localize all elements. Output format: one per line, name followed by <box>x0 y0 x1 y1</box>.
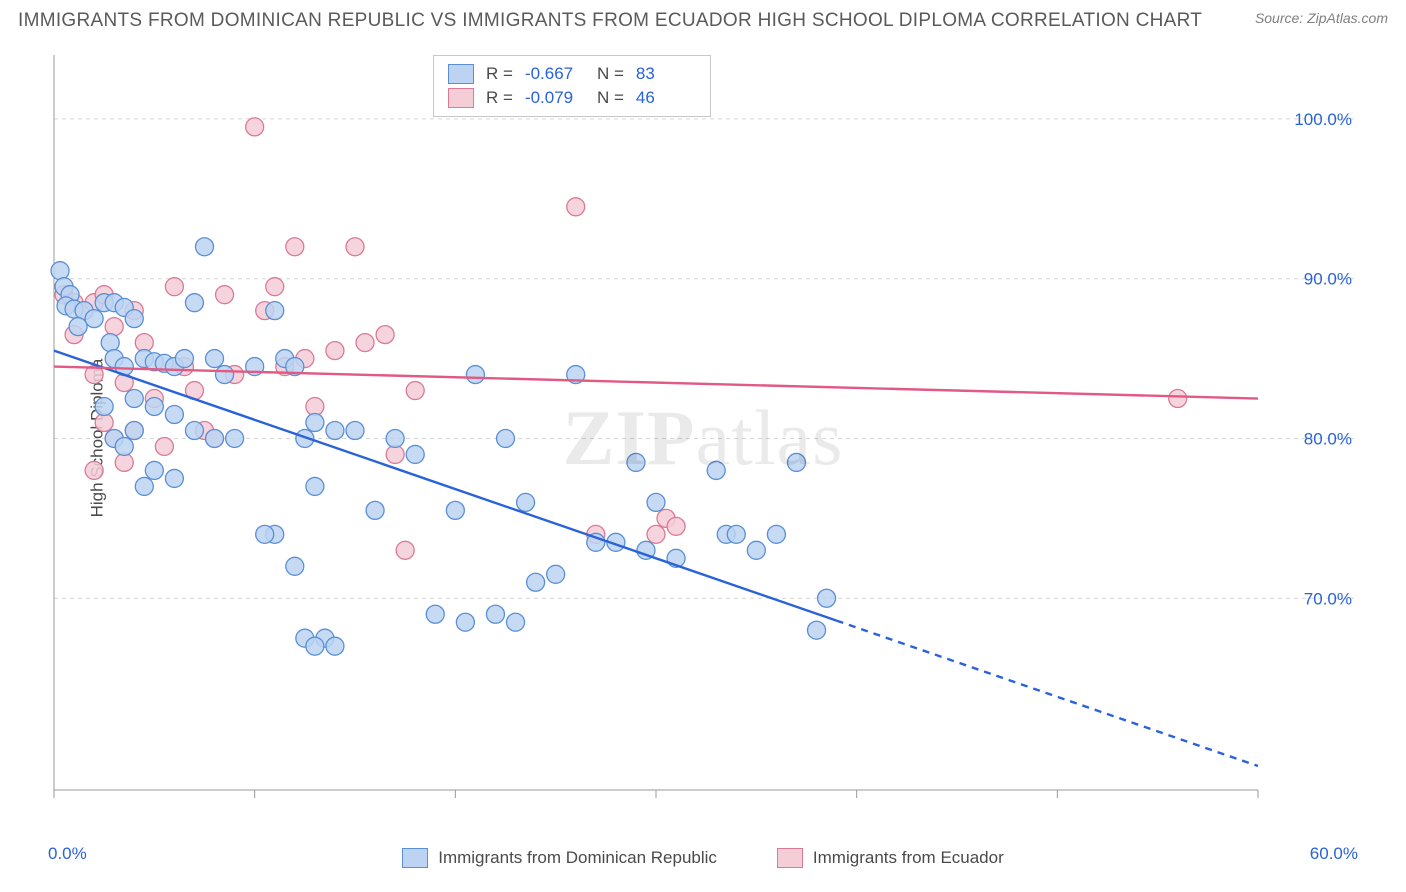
svg-text:90.0%: 90.0% <box>1304 270 1352 289</box>
chart-area: High School Diploma 70.0%80.0%90.0%100.0… <box>48 55 1358 820</box>
svg-text:70.0%: 70.0% <box>1304 589 1352 608</box>
svg-text:80.0%: 80.0% <box>1304 429 1352 448</box>
legend-item: Immigrants from Dominican Republic <box>402 848 717 868</box>
legend-swatch <box>777 848 803 868</box>
legend-label: Immigrants from Dominican Republic <box>438 848 717 868</box>
n-label: N = <box>597 88 624 108</box>
r-value: -0.667 <box>525 64 585 84</box>
n-value: 83 <box>636 64 696 84</box>
legend-item: Immigrants from Ecuador <box>777 848 1004 868</box>
r-label: R = <box>486 88 513 108</box>
legend-label: Immigrants from Ecuador <box>813 848 1004 868</box>
svg-text:100.0%: 100.0% <box>1294 110 1352 129</box>
legend-swatch <box>448 88 474 108</box>
scatter-plot: 70.0% 80.0% 90.0% 100.0% <box>48 55 1358 820</box>
legend-swatch <box>448 64 474 84</box>
n-value: 46 <box>636 88 696 108</box>
r-label: R = <box>486 64 513 84</box>
stats-legend: R = -0.667 N = 83 R = -0.079 N = 46 <box>433 55 711 117</box>
stats-legend-row: R = -0.667 N = 83 <box>448 62 696 86</box>
n-label: N = <box>597 64 624 84</box>
chart-title: IMMIGRANTS FROM DOMINICAN REPUBLIC VS IM… <box>18 10 1202 32</box>
legend-swatch <box>402 848 428 868</box>
stats-legend-row: R = -0.079 N = 46 <box>448 86 696 110</box>
r-value: -0.079 <box>525 88 585 108</box>
series-legend: Immigrants from Dominican Republic Immigr… <box>48 848 1358 868</box>
source-attribution: Source: ZipAtlas.com <box>1255 10 1388 26</box>
chart-header: IMMIGRANTS FROM DOMINICAN REPUBLIC VS IM… <box>18 10 1388 32</box>
